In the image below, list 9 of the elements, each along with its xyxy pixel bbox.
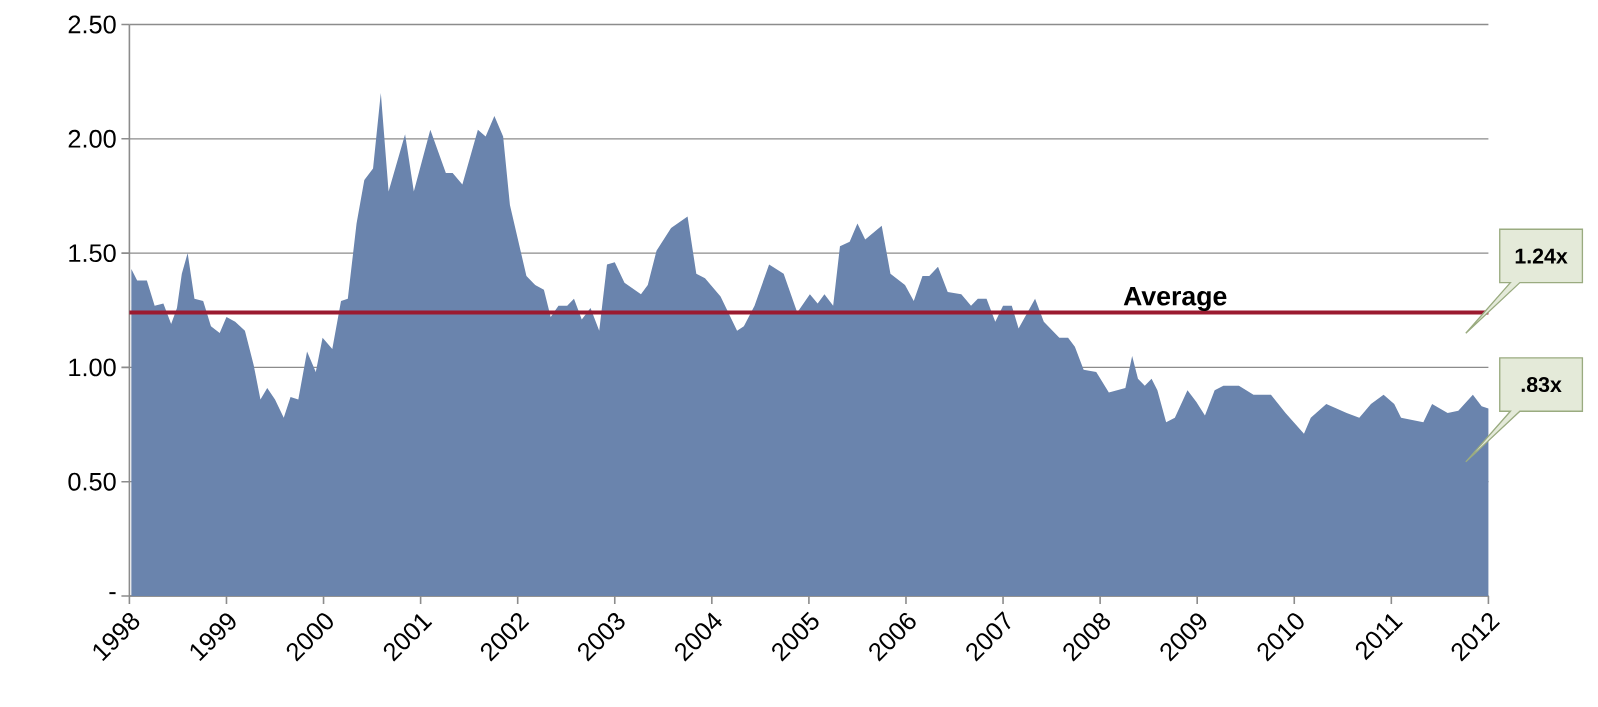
y-tick-label: 2.00 — [68, 129, 116, 148]
text: 1.24x — [1515, 248, 1568, 264]
y-tick-label: - — [109, 592, 116, 595]
y-tick-label: 1.00 — [69, 358, 116, 377]
ref-line-label: Average — [1123, 286, 1227, 311]
y-tick-label: 2.50 — [68, 15, 116, 34]
y-tick-label: 0.50 — [68, 472, 116, 491]
text: .83x — [1521, 376, 1562, 393]
y-tick-label: 1.50 — [69, 244, 116, 263]
